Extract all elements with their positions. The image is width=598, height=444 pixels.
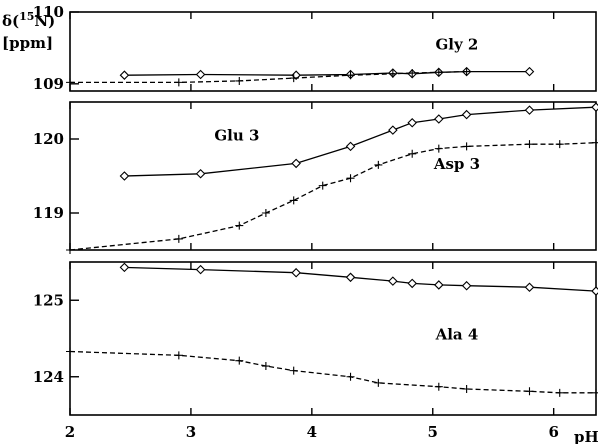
y-axis-label-line2: [ppm] bbox=[2, 34, 53, 52]
series-ala-4 bbox=[119, 262, 598, 296]
data-point bbox=[195, 264, 206, 275]
data-point bbox=[524, 105, 535, 115]
data-point bbox=[462, 67, 471, 76]
panel-frame bbox=[69, 11, 597, 92]
series-panel-1-dashed bbox=[66, 67, 471, 87]
data-point bbox=[174, 78, 183, 87]
data-point bbox=[291, 267, 301, 278]
y-tick-label: 125 bbox=[33, 291, 64, 309]
data-point bbox=[408, 149, 417, 158]
y-tick-label: 110 bbox=[33, 3, 64, 21]
x-tick-label: 6 bbox=[548, 423, 558, 441]
data-point bbox=[525, 140, 534, 149]
data-point bbox=[462, 142, 471, 151]
data-point bbox=[261, 209, 270, 217]
data-point bbox=[346, 174, 355, 183]
data-point bbox=[524, 66, 535, 77]
data-point bbox=[388, 69, 397, 78]
data-point bbox=[461, 280, 472, 291]
series-line bbox=[69, 142, 597, 251]
panel-1: 110 109 Gly 2 bbox=[33, 3, 597, 93]
data-point bbox=[318, 181, 327, 190]
data-point bbox=[434, 114, 444, 124]
data-point bbox=[119, 262, 130, 273]
data-point bbox=[235, 76, 244, 85]
series-line bbox=[69, 350, 596, 394]
series-label: Ala 4 bbox=[435, 326, 479, 344]
data-point bbox=[66, 246, 74, 254]
data-point bbox=[525, 387, 534, 396]
data-point bbox=[388, 125, 398, 135]
y-axis-label-line1: δ(15N) bbox=[2, 10, 55, 30]
data-point bbox=[235, 221, 244, 230]
series-label: Glu 3 bbox=[214, 126, 259, 144]
x-tick-label: 2 bbox=[65, 423, 75, 441]
data-point bbox=[374, 160, 383, 169]
data-point bbox=[195, 69, 206, 80]
data-point bbox=[434, 68, 443, 77]
x-tick-label: 4 bbox=[307, 423, 317, 441]
data-point bbox=[174, 234, 183, 243]
data-point bbox=[119, 70, 130, 80]
series-gly-2 bbox=[119, 66, 535, 80]
data-point bbox=[289, 196, 298, 205]
data-point bbox=[407, 278, 417, 289]
series-asp-3 bbox=[66, 138, 598, 254]
data-point bbox=[346, 71, 355, 80]
data-point bbox=[195, 169, 206, 179]
data-point bbox=[591, 286, 598, 296]
data-point bbox=[261, 362, 270, 371]
data-point bbox=[461, 109, 472, 120]
panel-3: 125 124 Ala 4 bbox=[33, 261, 598, 416]
data-point bbox=[119, 171, 130, 181]
data-point bbox=[66, 78, 74, 87]
data-point bbox=[555, 388, 564, 397]
y-tick-label: 119 bbox=[33, 204, 64, 222]
y-tick-label: 109 bbox=[33, 75, 64, 93]
series-label: Gly 2 bbox=[435, 35, 478, 53]
data-point bbox=[524, 282, 535, 293]
series-line bbox=[124, 266, 597, 292]
data-point bbox=[407, 117, 417, 128]
data-point bbox=[374, 378, 383, 387]
data-point bbox=[462, 384, 471, 393]
data-point bbox=[235, 356, 244, 365]
data-point bbox=[434, 382, 443, 391]
panel-frame bbox=[69, 261, 597, 416]
y-tick-label: 120 bbox=[33, 130, 64, 148]
data-point bbox=[555, 140, 564, 149]
data-point bbox=[408, 69, 417, 78]
data-point bbox=[434, 280, 444, 290]
data-point bbox=[345, 141, 356, 152]
x-tick-label: 3 bbox=[186, 423, 196, 441]
panel-frame bbox=[69, 101, 597, 251]
series-line bbox=[124, 106, 597, 177]
data-point bbox=[592, 388, 598, 397]
series-line bbox=[70, 70, 467, 84]
data-point bbox=[289, 74, 298, 83]
panels: 110 109 Gly 2 120 119 Glu 3 Asp 3 125 124 Ala 4 bbox=[33, 3, 598, 416]
series-label: Asp 3 bbox=[433, 155, 480, 173]
y-tick-label: 124 bbox=[33, 368, 64, 386]
panel-2: 120 119 Glu 3 Asp 3 bbox=[33, 101, 598, 254]
data-point bbox=[591, 102, 598, 112]
series-panel-3-dashed bbox=[66, 347, 598, 397]
data-point bbox=[174, 351, 183, 360]
series-glu-3 bbox=[119, 102, 598, 181]
data-point bbox=[592, 138, 598, 147]
x-axis: 2 3 4 5 6 bbox=[65, 423, 559, 441]
y-axis-title: δ(15N) [ppm] bbox=[2, 10, 55, 52]
x-axis-label: pH bbox=[574, 428, 598, 444]
x-tick-label: 5 bbox=[428, 423, 438, 441]
data-point bbox=[388, 276, 398, 286]
data-point bbox=[291, 158, 301, 169]
data-point bbox=[345, 272, 356, 283]
data-point bbox=[434, 144, 443, 153]
data-point bbox=[289, 366, 298, 375]
data-point bbox=[346, 372, 355, 381]
data-point bbox=[66, 347, 74, 356]
